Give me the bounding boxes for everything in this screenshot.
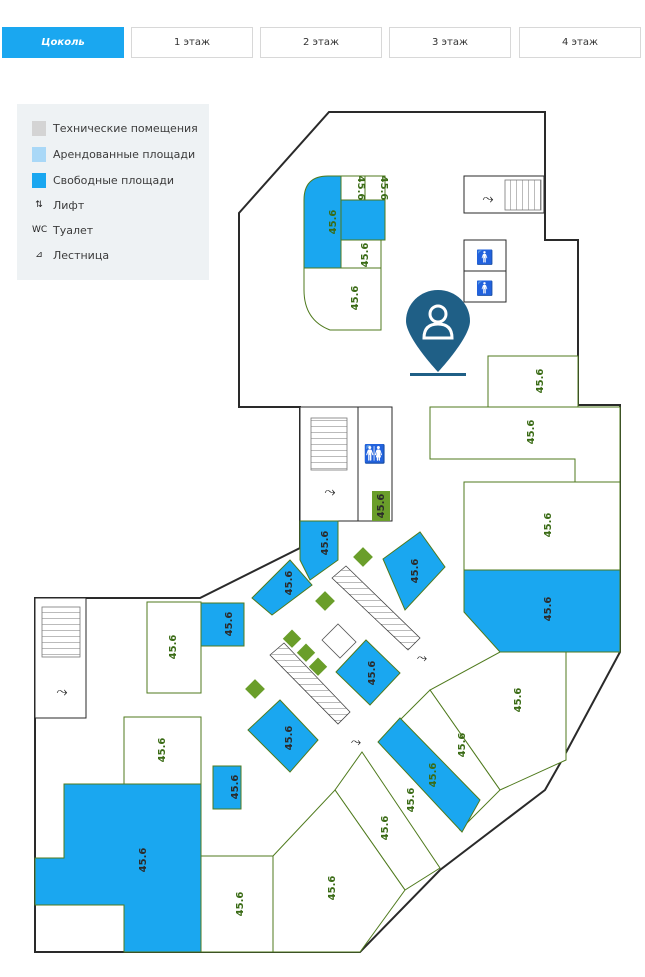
small-unit[interactable] xyxy=(353,547,373,567)
unit-area-label: 45.6 xyxy=(378,176,389,201)
free-unit[interactable] xyxy=(299,520,339,581)
toilet-icon: 🚻 xyxy=(364,443,386,465)
free-unit[interactable] xyxy=(199,602,245,647)
free-unit[interactable] xyxy=(34,783,202,953)
unit-area-label: 45.6 xyxy=(376,494,387,519)
free-unit[interactable] xyxy=(303,175,342,269)
lift-icon: ⤳ xyxy=(417,651,428,666)
stairs-icon xyxy=(504,179,542,211)
floor-tabs: Цоколь 1 этаж 2 этаж 3 этаж 4 этаж xyxy=(0,27,645,60)
unit-area-label: 45.6 xyxy=(235,892,246,917)
legend-swatch-free xyxy=(32,172,46,188)
unit[interactable] xyxy=(463,481,621,571)
unit-area-label: 45.6 xyxy=(410,559,421,584)
stairs-icon xyxy=(310,417,348,471)
legend-label: Лестница xyxy=(53,248,110,262)
legend-item-technical: Технические помещения xyxy=(32,119,198,137)
legend-item-lift: ⇅ Лифт xyxy=(32,196,84,214)
unit-area-label: 45.6 xyxy=(230,775,241,800)
legend: Технические помещения Арендованные площа… xyxy=(17,104,209,280)
upper-rooms: 🚹 🚹 ⤳ 45.6 45.6 45.6 45.6 45.6 45.6 45.6 xyxy=(303,175,621,483)
legend-swatch-technical xyxy=(32,120,46,136)
unit-area-label: 45.6 xyxy=(284,571,295,596)
unit[interactable] xyxy=(272,789,406,953)
legend-label: Лифт xyxy=(53,198,85,212)
unit[interactable] xyxy=(303,267,382,331)
toilet-icon: 🚹 xyxy=(476,249,493,266)
central-block: 🚻 ⤳ 45.6 xyxy=(299,406,393,522)
free-unit[interactable] xyxy=(382,531,446,611)
unit-area-label: 45.6 xyxy=(355,176,366,201)
unit[interactable] xyxy=(123,716,202,785)
unit-area-label: 45.6 xyxy=(526,420,537,445)
legend-swatch-rented xyxy=(32,146,46,162)
unit-area-label: 45.6 xyxy=(224,612,235,637)
tab-floor-3[interactable]: 3 этаж xyxy=(389,27,511,58)
legend-item-free: Свободные площади xyxy=(32,171,174,189)
lift-icon: ⤳ xyxy=(351,735,362,750)
lift-icon: ⤳ xyxy=(324,484,335,500)
free-unit[interactable] xyxy=(247,699,319,773)
unit[interactable] xyxy=(429,651,567,791)
user-location-pin-icon[interactable] xyxy=(406,230,470,376)
unit-area-label: 45.6 xyxy=(406,788,417,813)
lift-icon: ⤳ xyxy=(482,191,493,207)
unit-area-label: 45.6 xyxy=(543,513,554,538)
free-unit[interactable] xyxy=(335,639,401,706)
free-unit[interactable] xyxy=(377,717,481,833)
stairs-icon: ⊿ xyxy=(35,250,43,260)
small-unit[interactable] xyxy=(296,643,316,662)
small-unit[interactable] xyxy=(282,629,302,648)
rented-unit[interactable] xyxy=(340,239,382,271)
tab-floor-4[interactable]: 4 этаж xyxy=(519,27,641,58)
legend-label: Арендованные площади xyxy=(53,147,196,161)
unit-area-label: 45.6 xyxy=(138,848,149,873)
central-units: 45.6 45.6 45.6 45.6 45.6 45.6 ⤳ ⤳ xyxy=(199,520,446,773)
free-unit[interactable] xyxy=(212,765,242,810)
unit-area-label: 45.6 xyxy=(327,876,338,901)
unit-area-label: 45.6 xyxy=(367,661,378,686)
unit-area-label: 45.6 xyxy=(320,531,331,556)
escalator xyxy=(269,642,351,725)
unit-area-label: 45.6 xyxy=(350,286,361,311)
toilet-icon: WC xyxy=(32,225,48,235)
unit-area-label: 45.6 xyxy=(380,816,391,841)
unit-area-label: 45.6 xyxy=(157,738,168,763)
lift-icon xyxy=(321,623,357,659)
lift-icon: ⤳ xyxy=(56,684,67,700)
unit-area-label: 45.6 xyxy=(284,726,295,751)
unit-area-label: 45.6 xyxy=(535,369,546,394)
small-unit[interactable] xyxy=(308,657,328,676)
tab-basement[interactable]: Цоколь xyxy=(2,27,124,58)
small-unit[interactable] xyxy=(372,491,390,521)
lift-icon: ⇅ xyxy=(35,200,43,210)
legend-item-rented: Арендованные площади xyxy=(32,145,195,163)
escalator xyxy=(331,565,421,651)
unit-area-label: 45.6 xyxy=(168,635,179,660)
legend-label: Технические помещения xyxy=(53,121,198,135)
legend-item-stairs: ⊿ Лестница xyxy=(32,246,109,264)
unit[interactable] xyxy=(487,355,579,408)
unit[interactable] xyxy=(146,601,202,694)
unit-area-label: 45.6 xyxy=(513,688,524,713)
free-unit[interactable] xyxy=(251,559,313,616)
stairs-icon xyxy=(41,606,81,658)
legend-label: Туалет xyxy=(53,223,94,237)
unit-area-label: 45.6 xyxy=(328,210,339,235)
right-units: 45.6 45.6 45.6 45.6 45.6 45.6 45.6 xyxy=(334,481,621,891)
tab-floor-1[interactable]: 1 этаж xyxy=(131,27,253,58)
unit-area-label: 45.6 xyxy=(543,597,554,622)
unit-area-label: 45.6 xyxy=(428,763,439,788)
legend-item-toilet: WC Туалет xyxy=(32,221,93,239)
tab-floor-2[interactable]: 2 этаж xyxy=(260,27,382,58)
lower-left-units: ⤳ 45.6 45.6 45.6 45.6 45.6 45.6 xyxy=(34,597,406,953)
legend-label: Свободные площади xyxy=(53,173,174,187)
small-unit[interactable] xyxy=(315,591,335,611)
unit-area-label: 45.6 xyxy=(457,733,468,758)
unit-area-label: 45.6 xyxy=(360,243,371,268)
toilet-icon: 🚹 xyxy=(476,280,493,297)
